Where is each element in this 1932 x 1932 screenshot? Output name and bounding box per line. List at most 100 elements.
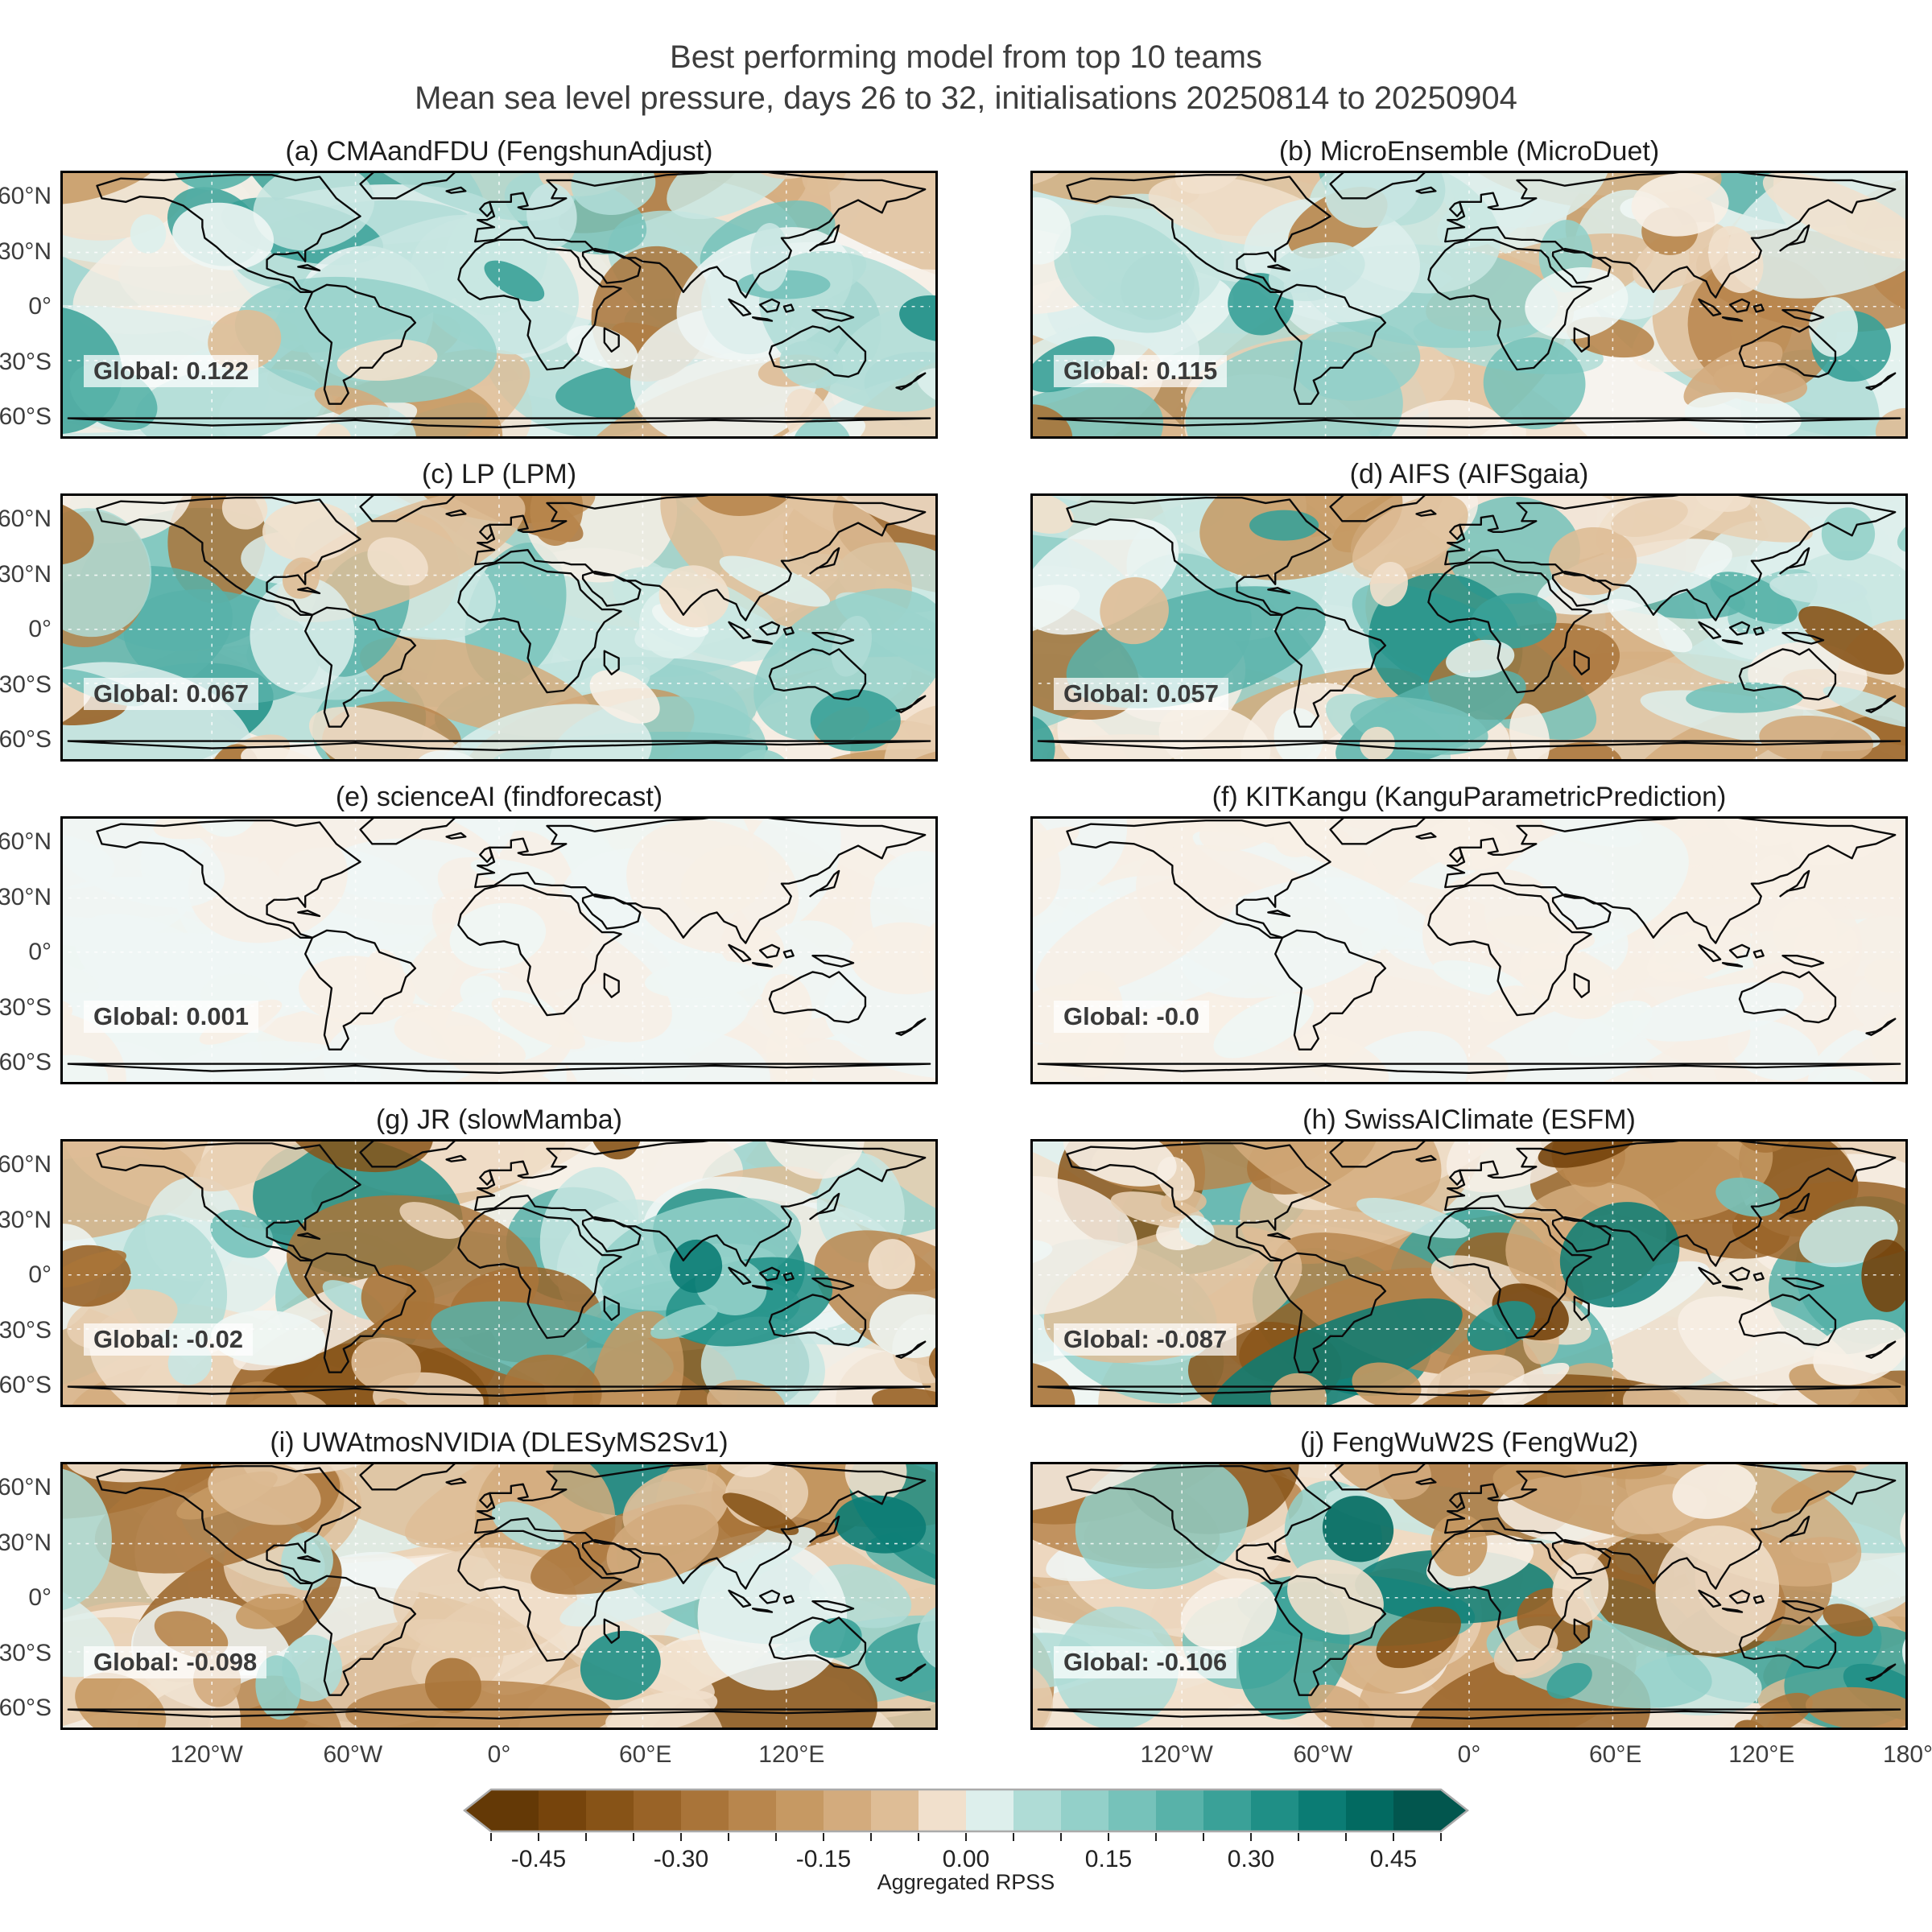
world-map-h <box>1033 1141 1905 1406</box>
x-tick-label: 120°E <box>1728 1741 1795 1769</box>
colorbar-tick-label: 0.30 <box>1228 1846 1274 1868</box>
y-tick-label: 30°N <box>0 883 52 910</box>
y-tick-label: 0° <box>28 1261 52 1289</box>
x-tick-label: 60°W <box>1293 1741 1353 1769</box>
map-panel-j: (j) FengWuW2S (FengWu2) Global: -0.106 <box>1030 1425 1908 1731</box>
map-canvas-h: Global: -0.087 <box>1030 1139 1908 1408</box>
y-tick-label: 60°N <box>0 1151 52 1179</box>
y-tick-label: 30°S <box>0 348 52 375</box>
y-tick-label: 30°S <box>0 993 52 1021</box>
x-tick-label: 0° <box>1457 1741 1481 1769</box>
y-tick-label: 30°S <box>0 1316 52 1344</box>
world-map-j <box>1033 1464 1905 1728</box>
y-tick-label: 30°N <box>0 1529 52 1556</box>
y-tick-label: 60°N <box>0 183 52 210</box>
y-tick-label: 60°N <box>0 828 52 856</box>
x-axis-left-column: 120°W 60°W 0° 60°E 120°E <box>60 1735 938 1773</box>
y-tick-label: 60°S <box>0 726 52 753</box>
map-panel-h: (h) SwissAIClimate (ESFM) Global: -0.087 <box>1030 1102 1908 1408</box>
y-tick-label: 0° <box>28 616 52 643</box>
world-map-a <box>63 173 935 437</box>
y-axis-gutter: 60°N 30°N 0° 30°S 60°S <box>0 779 60 1084</box>
map-canvas-f: Global: -0.0 <box>1030 816 1908 1085</box>
x-tick-label: 60°E <box>618 1741 672 1769</box>
global-score-badge-f: Global: -0.0 <box>1054 1001 1209 1033</box>
world-map-g <box>63 1141 935 1406</box>
colorbar-tick-label: 0.15 <box>1085 1846 1132 1868</box>
colorbar-block: -0.45 -0.30 -0.15 0.00 0.15 0.30 0.45 Aggregat… <box>0 1785 1932 1895</box>
global-score-badge-e: Global: 0.001 <box>84 1001 258 1033</box>
y-tick-label: 60°S <box>0 1372 52 1398</box>
y-axis-gutter: 60°N 30°N 0° 30°S 60°S <box>0 134 60 439</box>
y-tick-label: 60°S <box>0 1049 52 1075</box>
global-score-badge-a: Global: 0.122 <box>84 355 258 387</box>
panel-title-a: (a) CMAandFDU (FengshunAdjust) <box>285 136 713 167</box>
y-tick-label: 30°S <box>0 1639 52 1666</box>
x-tick-label: 60°W <box>323 1741 383 1769</box>
panel-title-j: (j) FengWuW2S (FengWu2) <box>1299 1427 1639 1459</box>
global-score-badge-h: Global: -0.087 <box>1054 1323 1237 1356</box>
global-score-badge-d: Global: 0.057 <box>1054 678 1228 710</box>
figure-header: Best performing model from top 10 teams … <box>0 0 1932 119</box>
map-canvas-a: Global: 0.122 <box>60 171 938 440</box>
panel-title-d: (d) AIFS (AIFSgaia) <box>1349 459 1589 490</box>
y-tick-label: 60°N <box>0 1474 52 1501</box>
y-axis-gutter: 60°N 30°N 0° 30°S 60°S <box>0 1425 60 1730</box>
panel-title-f: (f) KITKangu (KanguParametricPrediction) <box>1212 782 1727 813</box>
world-map-b <box>1033 173 1905 437</box>
map-canvas-d: Global: 0.057 <box>1030 493 1908 762</box>
map-panel-d: (d) AIFS (AIFSgaia) Global: 0.057 <box>1030 456 1908 762</box>
world-map-i <box>63 1464 935 1728</box>
figure-title: Best performing model from top 10 teams <box>670 39 1262 75</box>
panel-title-g: (g) JR (slowMamba) <box>375 1104 623 1136</box>
map-panel-b: (b) MicroEnsemble (MicroDuet) Global: 0.1… <box>1030 134 1908 440</box>
x-axis-row: 120°W 60°W 0° 60°E 120°E 120°W 60°W 0° 60°E 120°… <box>0 1735 1932 1773</box>
map-canvas-b: Global: 0.115 <box>1030 171 1908 440</box>
colorbar-axis-label: Aggregated RPSS <box>877 1870 1055 1895</box>
y-tick-label: 0° <box>28 939 52 966</box>
panel-title-e: (e) scienceAI (findforecast) <box>335 782 663 813</box>
world-map-d <box>1033 496 1905 760</box>
panel-row: 60°N 30°N 0° 30°S 60°S (i) UWAtmosNVIDIA (DLE… <box>0 1425 1932 1731</box>
colorbar-tick-label: -0.30 <box>654 1846 708 1868</box>
panel-title-c: (c) LP (LPM) <box>421 459 577 490</box>
map-canvas-e: Global: 0.001 <box>60 816 938 1085</box>
colorbar-tick-label: -0.45 <box>511 1846 566 1868</box>
global-score-badge-c: Global: 0.067 <box>84 678 258 710</box>
panel-row: 60°N 30°N 0° 30°S 60°S (g) JR (slowMamba) Glob… <box>0 1102 1932 1408</box>
panel-title-b: (b) MicroEnsemble (MicroDuet) <box>1278 136 1660 167</box>
column-spacer <box>938 779 1030 1084</box>
x-tick-label: 120°E <box>758 1741 825 1769</box>
y-tick-label: 30°S <box>0 671 52 698</box>
panel-row: 60°N 30°N 0° 30°S 60°S (c) LP (LPM) Global: 0.… <box>0 456 1932 762</box>
figure-subtitle: Mean sea level pressure, days 26 to 32, … <box>415 80 1517 117</box>
panel-grid: 60°N 30°N 0° 30°S 60°S (a) CMAandFDU (Fengshu… <box>0 134 1932 1731</box>
x-tick-label: 0° <box>487 1741 511 1769</box>
global-score-badge-g: Global: -0.02 <box>84 1323 254 1356</box>
map-panel-c: (c) LP (LPM) Global: 0.067 <box>60 456 938 762</box>
global-score-badge-i: Global: -0.098 <box>84 1646 267 1678</box>
map-panel-a: (a) CMAandFDU (FengshunAdjust) Global: 0.… <box>60 134 938 440</box>
x-tick-label: 180° <box>1882 1741 1932 1769</box>
colorbar: -0.45 -0.30 -0.15 0.00 0.15 0.30 0.45 <box>463 1789 1469 1868</box>
y-tick-label: 0° <box>28 1584 52 1612</box>
y-tick-label: 30°N <box>0 560 52 588</box>
y-axis-gutter: 60°N 30°N 0° 30°S 60°S <box>0 456 60 762</box>
map-panel-e: (e) scienceAI (findforecast) Global: 0.00… <box>60 779 938 1085</box>
y-tick-label: 0° <box>28 293 52 320</box>
column-spacer <box>938 456 1030 762</box>
colorbar-tick-label: -0.15 <box>796 1846 851 1868</box>
global-score-badge-j: Global: -0.106 <box>1054 1646 1237 1678</box>
column-spacer <box>938 1102 1030 1407</box>
panel-row: 60°N 30°N 0° 30°S 60°S (e) scienceAI (findfor… <box>0 779 1932 1085</box>
global-score-badge-b: Global: 0.115 <box>1054 355 1228 387</box>
colorbar-tick-label: 0.00 <box>943 1846 989 1868</box>
y-tick-label: 30°N <box>0 237 52 265</box>
world-map-e <box>63 819 935 1083</box>
y-axis-gutter: 60°N 30°N 0° 30°S 60°S <box>0 1102 60 1407</box>
panel-title-h: (h) SwissAIClimate (ESFM) <box>1302 1104 1636 1136</box>
y-tick-label: 60°N <box>0 506 52 533</box>
y-tick-label: 60°S <box>0 1695 52 1721</box>
map-canvas-j: Global: -0.106 <box>1030 1462 1908 1731</box>
panel-row: 60°N 30°N 0° 30°S 60°S (a) CMAandFDU (Fengshu… <box>0 134 1932 440</box>
